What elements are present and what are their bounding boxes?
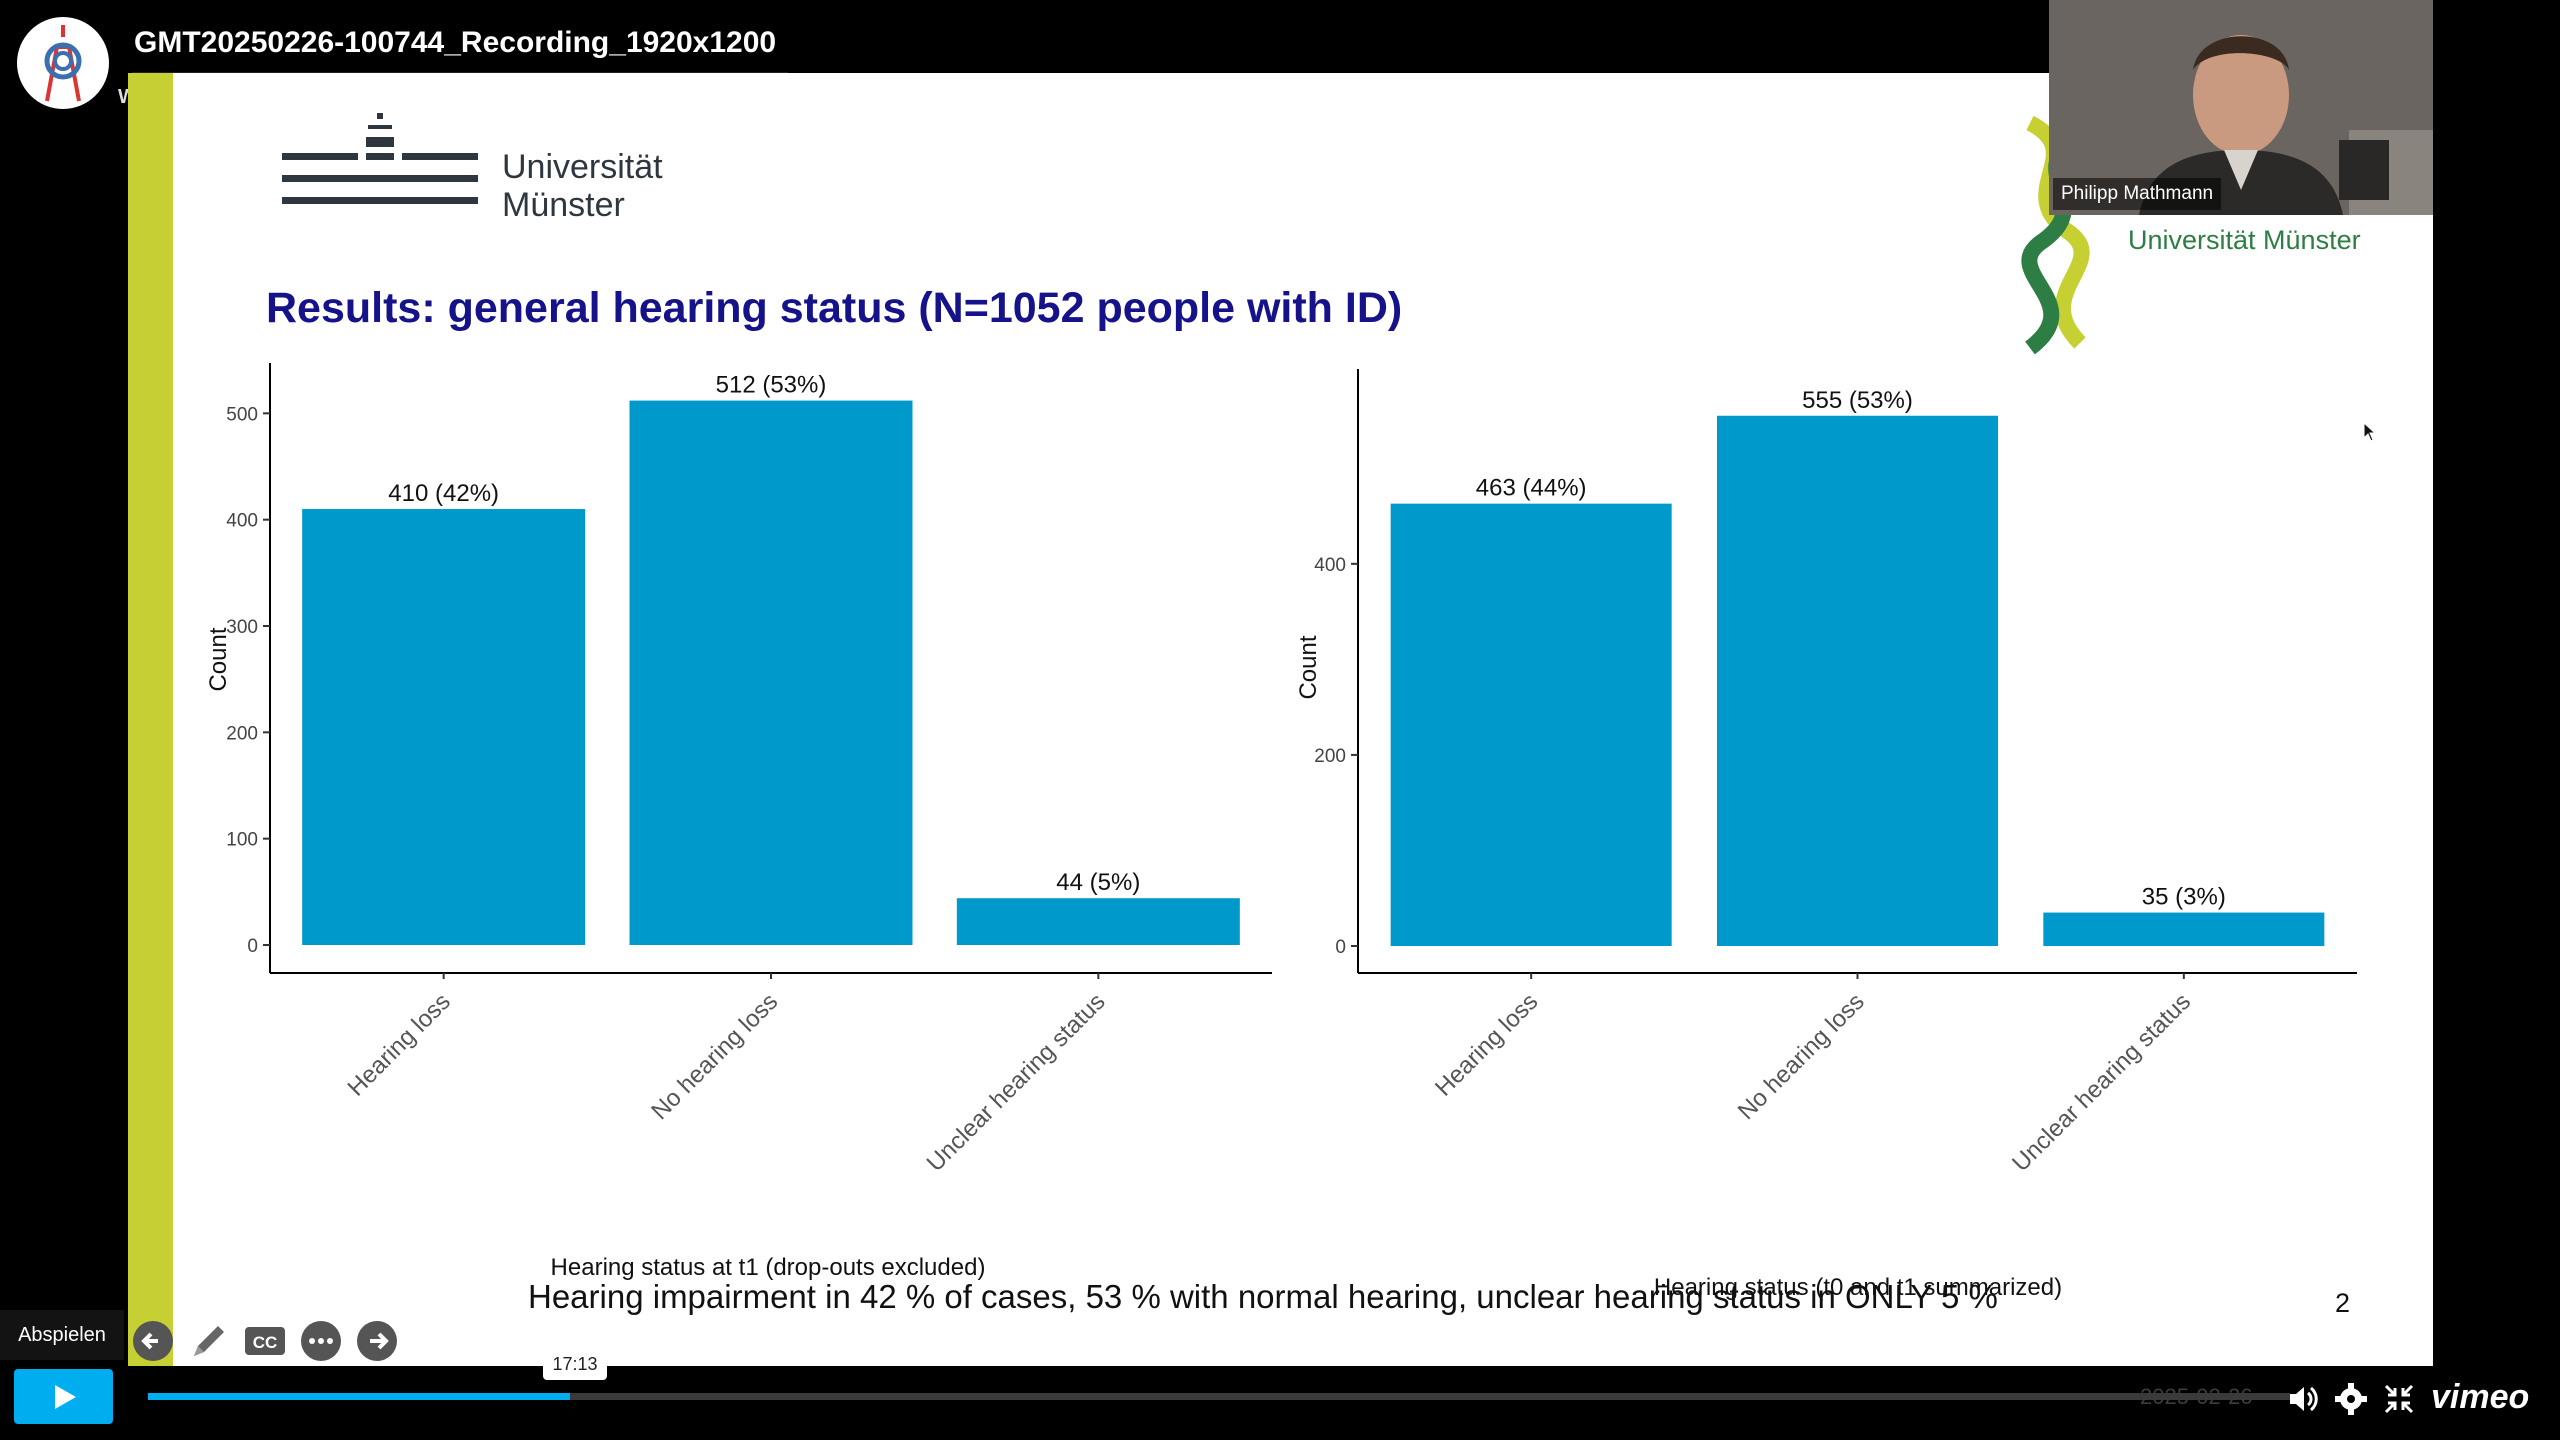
- bar-data-label: 512 (53%): [716, 372, 827, 399]
- chart-bar: [1717, 415, 1998, 946]
- chart-bar: [1390, 503, 1672, 946]
- university-name: Universität Münster: [502, 148, 663, 224]
- x-category-label: Unclear hearing status: [2007, 988, 2196, 1177]
- y-tick-label: 100: [226, 830, 258, 851]
- bar-data-label: 555 (53%): [1802, 387, 1913, 414]
- cc-icon[interactable]: CC: [242, 1318, 288, 1364]
- arrow-right-icon[interactable]: [354, 1318, 400, 1364]
- presentation-slide: Universität Münster Universität Münster …: [128, 73, 2433, 1366]
- webcam-video: Philipp Mathmann: [2049, 0, 2433, 215]
- vimeo-logo[interactable]: vimeo: [2431, 1378, 2530, 1416]
- chart-bar: [956, 898, 1240, 945]
- y-tick-label: 300: [226, 617, 258, 638]
- progress-time-tooltip: 17:13: [543, 1348, 607, 1380]
- bar-data-label: 44 (5%): [1056, 869, 1140, 896]
- bar-data-label: 35 (3%): [2142, 884, 2226, 911]
- volume-icon[interactable]: [2286, 1382, 2320, 1416]
- pen-icon[interactable]: [186, 1318, 232, 1364]
- more-icon[interactable]: [298, 1318, 344, 1364]
- recording-timestamp: 2025-02-26: [2140, 1384, 2253, 1409]
- y-tick-label: 500: [226, 404, 258, 425]
- play-button[interactable]: [14, 1369, 113, 1424]
- fullscreen-icon[interactable]: [2382, 1382, 2416, 1416]
- channel-logo[interactable]: [17, 17, 109, 109]
- x-category-label: No hearing loss: [646, 988, 783, 1125]
- x-category-label: Hearing loss: [342, 988, 455, 1101]
- slide-heading: Results: general hearing status (N=1052 …: [266, 284, 1403, 332]
- university-logo-icon: [282, 113, 478, 204]
- x-category-label: Unclear hearing status: [922, 988, 1111, 1177]
- y-axis-title: Count: [205, 627, 232, 691]
- progress-bar[interactable]: [148, 1393, 2290, 1400]
- y-tick-label: 200: [226, 723, 258, 744]
- slide-accent-bar: [128, 73, 173, 1366]
- x-category-label: Hearing loss: [1430, 988, 1543, 1101]
- mouse-cursor-icon: [2363, 422, 2377, 442]
- arrow-left-icon[interactable]: [130, 1318, 176, 1364]
- university-name-line1: Universität: [502, 148, 663, 186]
- chart-hearing-status-summarized: 0 200 400 463 (44%) Hearing loss 555 (53%) No …: [1295, 369, 2357, 1301]
- y-axis-title: Count: [1295, 635, 1322, 699]
- x-axis-title: Hearing status at t1 (drop-outs excluded…: [551, 1254, 986, 1281]
- faculty-name: Universität Münster: [2128, 225, 2361, 255]
- video-title[interactable]: GMT20250226-100744_Recording_1920x1200: [132, 22, 789, 78]
- chart-hearing-status-t1: 0 100 200 300 400 500 410 (42%) Hearing loss 512…: [205, 363, 1272, 1281]
- y-tick-label: 200: [1314, 746, 1346, 767]
- progress-bar-fill: [148, 1393, 570, 1400]
- slide-footer-text: Hearing impairment in 42 % of cases, 53 …: [528, 1278, 1998, 1315]
- chart-bar: [629, 400, 913, 945]
- university-name-line2: Münster: [502, 186, 625, 224]
- chart-bar: [2043, 912, 2325, 946]
- svg-text:CC: CC: [253, 1333, 278, 1352]
- channel-logo-icon: [19, 19, 107, 107]
- y-tick-label: 400: [1314, 555, 1346, 576]
- play-tooltip: Abspielen: [0, 1310, 124, 1360]
- y-tick-label: 0: [247, 936, 258, 957]
- x-category-label: No hearing loss: [1733, 988, 1870, 1125]
- play-icon: [55, 1385, 76, 1409]
- y-tick-label: 0: [1335, 937, 1346, 958]
- bar-data-label: 463 (44%): [1476, 475, 1587, 502]
- slide-page-number: 2: [2335, 1288, 2351, 1318]
- gear-icon[interactable]: [2334, 1382, 2368, 1416]
- bar-data-label: 410 (42%): [388, 480, 499, 507]
- participant-name: Philipp Mathmann: [2053, 178, 2222, 210]
- y-tick-label: 400: [226, 511, 258, 532]
- chart-bar: [302, 509, 586, 945]
- x-axis-title: Hearing status (t0 and t1 summarized): [1654, 1274, 2062, 1301]
